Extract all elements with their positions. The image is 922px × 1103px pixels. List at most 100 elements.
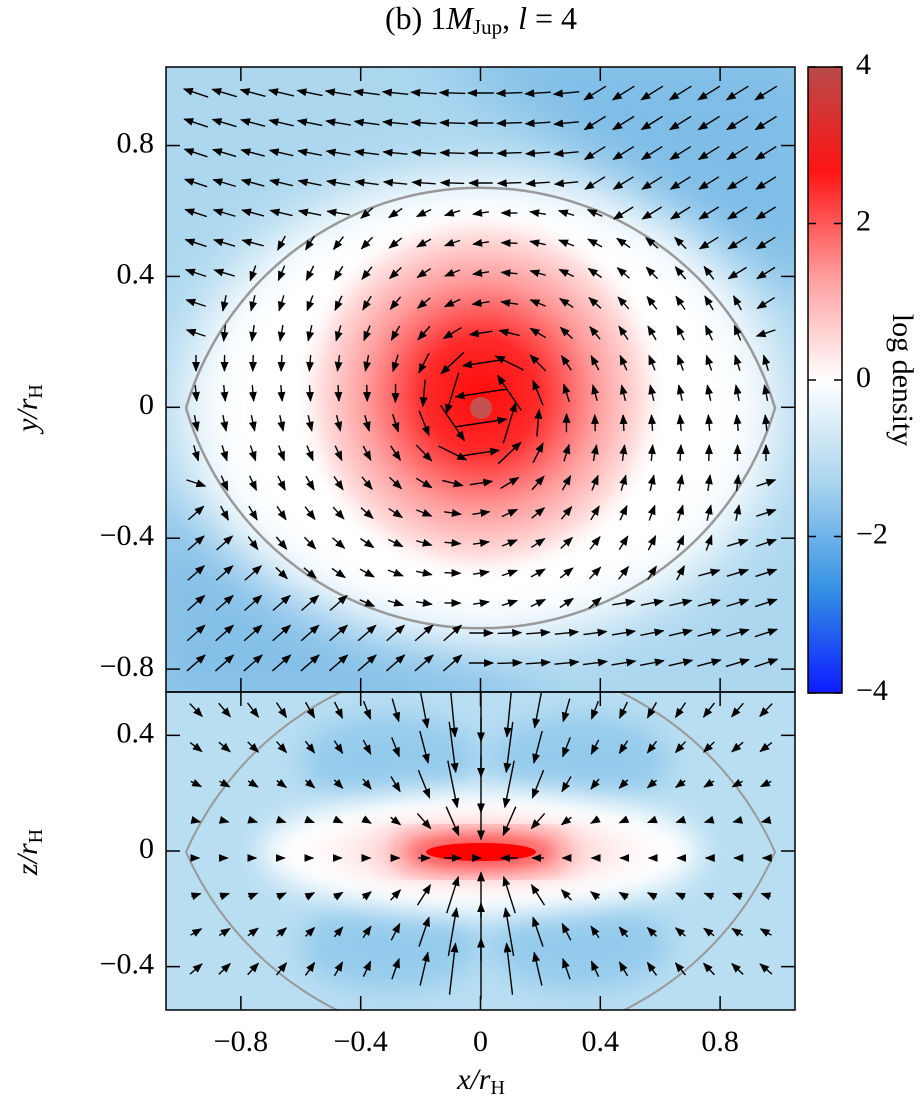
velocity-arrow	[727, 206, 748, 220]
velocity-arrow	[532, 442, 544, 464]
velocity-arrow	[697, 628, 722, 637]
velocity-arrow	[590, 700, 600, 720]
y-tick-label: 0	[139, 832, 154, 865]
velocity-arrow	[727, 236, 748, 250]
velocity-arrow	[391, 354, 400, 373]
velocity-arrow	[215, 565, 234, 581]
velocity-arrow	[184, 208, 208, 218]
velocity-arrow	[612, 598, 636, 607]
velocity-arrow	[562, 957, 571, 980]
velocity-arrow	[410, 88, 437, 97]
velocity-arrow	[697, 85, 721, 101]
velocity-arrow	[305, 384, 314, 402]
velocity-arrow	[731, 962, 744, 975]
velocity-arrow	[526, 628, 551, 637]
velocity-arrow	[675, 295, 686, 311]
velocity-arrow	[759, 928, 772, 937]
velocity-arrow	[648, 354, 657, 371]
velocity-arrow	[439, 178, 465, 187]
velocity-arrow	[612, 115, 635, 131]
velocity-arrow	[276, 505, 287, 521]
velocity-arrow	[531, 769, 545, 799]
velocity-arrow	[468, 329, 493, 338]
velocity-arrow	[613, 206, 634, 220]
velocity-arrow	[333, 961, 344, 977]
velocity-arrow	[726, 145, 749, 161]
velocity-arrow	[646, 892, 658, 901]
velocity-arrow	[360, 537, 375, 549]
velocity-arrow	[187, 535, 205, 551]
velocity-arrow	[455, 416, 508, 428]
velocity-arrow	[674, 962, 687, 976]
velocity-arrow	[534, 408, 543, 437]
velocity-arrow	[530, 883, 546, 906]
velocity-arrow	[469, 478, 494, 487]
velocity-arrow	[362, 700, 372, 720]
y-tick-label: 0.8	[117, 126, 155, 159]
velocity-arrow	[726, 568, 749, 577]
velocity-arrow	[670, 206, 691, 220]
velocity-arrow	[755, 236, 776, 250]
velocity-arrow	[389, 296, 402, 310]
velocity-arrow	[190, 779, 203, 788]
velocity-arrow	[558, 239, 575, 248]
velocity-arrow	[361, 476, 373, 490]
velocity-arrow	[269, 208, 293, 217]
velocity-arrow	[248, 475, 258, 492]
velocity-arrow	[444, 568, 462, 577]
velocity-arrow	[619, 444, 628, 462]
velocity-arrow	[755, 206, 777, 220]
velocity-arrow	[727, 538, 749, 547]
velocity-arrow	[590, 815, 601, 824]
velocity-arrow	[668, 658, 694, 667]
velocity-arrow	[560, 816, 572, 826]
velocity-arrow	[391, 414, 400, 433]
velocity-arrow	[306, 325, 315, 342]
velocity-arrow	[387, 568, 404, 577]
velocity-arrow	[669, 598, 693, 607]
velocity-arrow	[759, 779, 772, 788]
velocity-arrow	[360, 207, 374, 219]
velocity-arrow	[304, 740, 316, 754]
velocity-arrow	[416, 267, 432, 279]
velocity-arrow	[589, 326, 601, 340]
x-tick-label: 0.4	[582, 1025, 620, 1058]
velocity-arrow	[442, 326, 462, 340]
velocity-arrow	[619, 474, 628, 491]
velocity-arrow	[275, 702, 288, 719]
velocity-arrow	[439, 148, 465, 157]
velocity-arrow	[754, 115, 777, 131]
velocity-arrow	[495, 89, 523, 98]
velocity-arrow	[296, 118, 323, 127]
velocity-arrow	[191, 384, 200, 402]
velocity-arrow	[530, 813, 546, 830]
velocity-arrow	[218, 702, 231, 718]
velocity-arrow	[268, 118, 294, 127]
velocity-arrow	[241, 238, 264, 247]
velocity-arrow	[588, 566, 602, 580]
y-tick-label: −0.4	[100, 519, 154, 552]
velocity-arrow	[668, 85, 692, 101]
velocity-arrow	[325, 148, 351, 157]
velocity-arrow	[472, 509, 491, 518]
velocity-arrow	[502, 760, 515, 809]
velocity-arrow	[562, 443, 571, 462]
velocity-arrow	[647, 504, 656, 521]
velocity-arrow	[220, 445, 229, 462]
velocity-arrow	[462, 447, 501, 457]
velocity-arrow	[276, 927, 288, 937]
velocity-arrow	[215, 624, 235, 642]
velocity-arrow	[674, 266, 687, 280]
velocity-arrow	[756, 266, 776, 280]
velocity-arrow	[304, 815, 315, 824]
velocity-arrow	[756, 508, 777, 517]
velocity-arrow	[212, 178, 236, 188]
velocity-arrow	[275, 536, 288, 550]
velocity-arrow	[619, 414, 628, 432]
velocity-arrow	[640, 628, 665, 637]
velocity-arrow	[334, 445, 343, 462]
velocity-arrow	[416, 238, 432, 248]
velocity-arrow	[704, 504, 713, 521]
velocity-arrow	[388, 507, 404, 519]
velocity-arrow	[297, 208, 322, 217]
